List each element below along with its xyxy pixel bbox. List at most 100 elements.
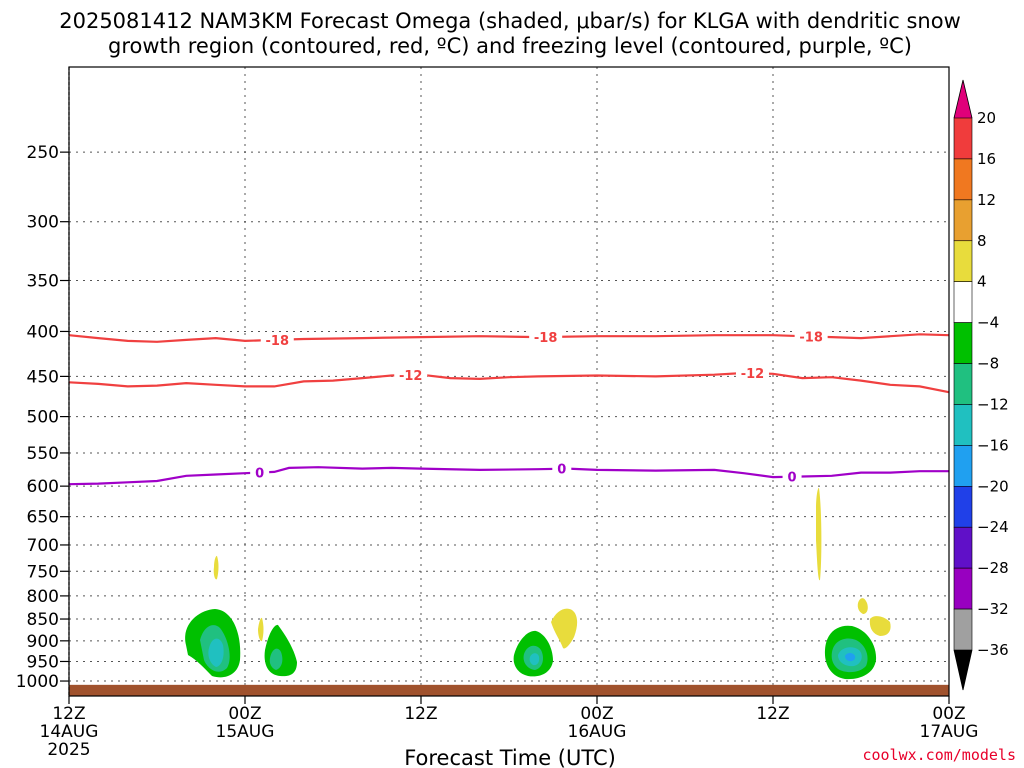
- colorbar-swatch: [953, 322, 973, 364]
- colorbar-bottom-outline: [953, 649, 973, 691]
- y-axis: 2503003504004505005506006507007508008509…: [16, 143, 69, 692]
- x-tick-label: 12Z: [404, 704, 437, 724]
- y-tick-label: 550: [27, 444, 59, 464]
- contour-label: -18: [799, 330, 823, 345]
- colorbar-swatch: [953, 158, 973, 201]
- credit-text: coolwx.com/models: [862, 746, 1016, 764]
- colorbar-label: −8: [977, 355, 999, 373]
- contour-label-bg: [529, 330, 563, 345]
- x-tick-label: 12Z: [52, 704, 85, 724]
- omega-region-4-peak: [845, 653, 856, 662]
- colorbar-label: −36: [977, 641, 1009, 659]
- omega-shading: [185, 487, 891, 680]
- chart-title-line2: growth region (contoured, red, ºC) and f…: [108, 34, 912, 58]
- y-tick-label: 250: [27, 143, 59, 163]
- colorbar-swatch: [953, 240, 973, 282]
- y-tick-label: 700: [27, 536, 59, 556]
- x-axis-title: Forecast Time (UTC): [404, 746, 616, 768]
- colorbar-label: 4: [977, 273, 987, 291]
- colorbar-label: 16: [977, 150, 996, 168]
- colorbar-label: −4: [977, 314, 999, 332]
- colorbar-label: −12: [977, 395, 1009, 413]
- plot-area: -18 -18 -18 -12 -12 0 0 0: [68, 66, 950, 697]
- y-tick-label: 900: [27, 632, 59, 652]
- contour-label-bg: [552, 461, 572, 476]
- plot-background: [69, 67, 949, 696]
- y-tick-label: 350: [27, 272, 59, 292]
- omega-pos-4: [816, 487, 822, 581]
- omega-pos-3: [551, 608, 578, 649]
- colorbar-swatch: [953, 117, 973, 160]
- contour-line: [68, 371, 950, 394]
- colorbar-bottom-triangle: [954, 650, 972, 690]
- y-tick-label: 600: [27, 477, 59, 497]
- colorbar-swatches: [953, 117, 973, 651]
- x-tick-label: 00Z: [932, 704, 965, 724]
- contour-label: -12: [741, 367, 765, 382]
- contour-label-bg: [250, 465, 270, 480]
- contour-line: [68, 333, 950, 343]
- omega-region-3-core: [529, 653, 540, 666]
- y-tick-label: 800: [27, 587, 59, 607]
- omega-pos-1: [213, 555, 219, 580]
- contour-label: -12: [399, 369, 423, 384]
- contour-label-bg: [735, 366, 769, 381]
- colorbar-swatch: [953, 404, 973, 446]
- x-tick-label: 00Z: [580, 704, 613, 724]
- contour-label: 0: [255, 467, 264, 482]
- colorbar-top-outline: [953, 79, 973, 119]
- temperature-contours: -18 -18 -18 -12 -12 0 0 0: [68, 329, 950, 486]
- colorbar-label: 8: [977, 232, 987, 250]
- colorbar-label: 12: [977, 191, 996, 209]
- colorbar-label: −16: [977, 436, 1009, 454]
- colorbar-swatch: [953, 363, 973, 405]
- colorbar-swatch: [953, 567, 973, 610]
- omega-pos-6: [869, 616, 891, 636]
- contour-label: 0: [788, 471, 797, 486]
- colorbar-label: 20: [977, 109, 996, 127]
- x-tick-year: 2025: [47, 740, 90, 760]
- y-tick-label: 750: [27, 562, 59, 582]
- y-tick-label: 950: [27, 652, 59, 672]
- x-tick-date: 16AUG: [568, 722, 627, 742]
- contour-label-bg: [394, 367, 428, 382]
- contour-label: -18: [534, 331, 558, 346]
- contour-label: 0: [557, 463, 566, 478]
- x-tick-date: 17AUG: [920, 722, 979, 742]
- chart-title-line1: 2025081412 NAM3KM Forecast Omega (shaded…: [59, 9, 961, 33]
- y-tick-label: 400: [27, 322, 59, 342]
- y-tick-label: 300: [27, 213, 59, 233]
- colorbar-swatch: [953, 199, 973, 242]
- y-tick-label: 450: [27, 367, 59, 387]
- contour-label-bg: [260, 332, 294, 347]
- colorbar-swatch: [953, 486, 973, 528]
- colorbar-swatch: [953, 281, 973, 323]
- y-tick-label: 650: [27, 508, 59, 528]
- omega-region-1-core: [208, 638, 224, 667]
- colorbar-swatch: [953, 445, 973, 487]
- y-tick-label: 850: [27, 610, 59, 630]
- contour-label-bg: [782, 469, 802, 484]
- colorbar-swatch: [953, 608, 973, 651]
- omega-pos-2: [258, 617, 264, 642]
- colorbar-swatch: [953, 526, 973, 569]
- y-tick-label: 1000: [16, 672, 59, 692]
- colorbar-top-triangle: [954, 80, 972, 118]
- y-tick-label: 500: [27, 408, 59, 428]
- colorbar-label: −32: [977, 600, 1009, 618]
- colorbar-label: −28: [977, 559, 1009, 577]
- contour-line: [68, 466, 949, 486]
- contour-label: -18: [266, 334, 290, 349]
- contour-label-bg: [794, 329, 828, 344]
- colorbar-label: −24: [977, 518, 1009, 536]
- plot-frame: [68, 66, 950, 697]
- x-tick-label: 00Z: [228, 704, 261, 724]
- x-tick-date: 14AUG: [40, 722, 99, 742]
- colorbar-labels: 20 16 12 8 4 −4 −8 −12 −16 −20 −24 −28 −32 −36: [953, 79, 1009, 691]
- colorbar: 20 16 12 8 4 −4 −8 −12 −16 −20 −24 −28 −32 −36: [953, 79, 1009, 691]
- colorbar-label: −20: [977, 477, 1009, 495]
- x-tick-date: 15AUG: [216, 722, 275, 742]
- omega-pos-5: [857, 598, 868, 614]
